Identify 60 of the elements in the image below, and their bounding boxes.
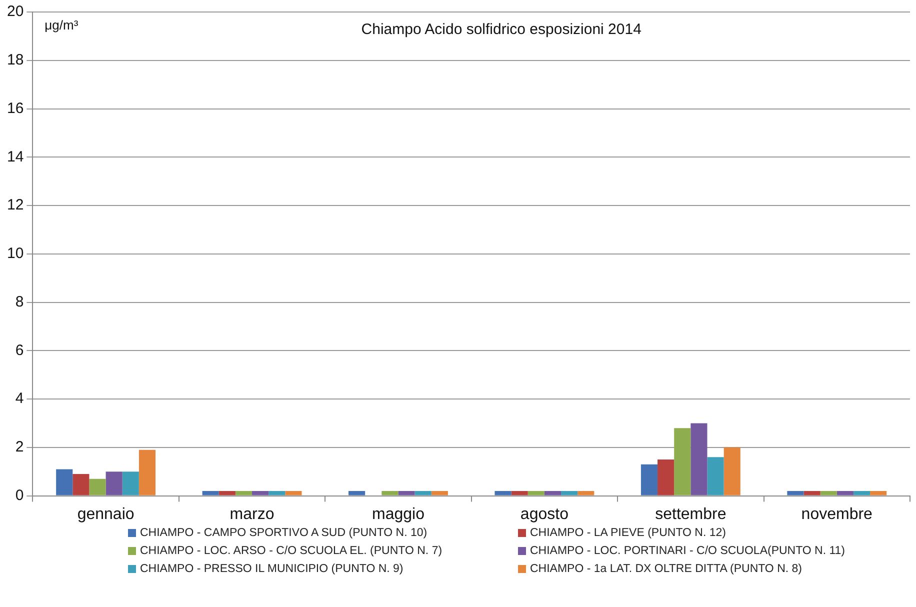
y-axis-title: μg/m³ [44, 18, 79, 33]
y-tick-label: 6 [15, 342, 24, 359]
bar [72, 474, 90, 496]
legend-label: CHIAMPO - LOC. PORTINARI - C/O SCUOLA(PUNTO N. 11) [530, 545, 846, 557]
y-tick-label: 20 [6, 3, 24, 20]
x-tick-label: novembre [801, 506, 873, 523]
y-tick-label: 10 [6, 245, 24, 262]
bar [787, 490, 804, 496]
legend-label: CHIAMPO - CAMPO SPORTIVO A SUD (PUNTO N. 10) [140, 527, 428, 539]
bar [218, 490, 236, 496]
bar [414, 490, 432, 496]
bar [398, 490, 415, 496]
bar [561, 490, 578, 496]
bar [235, 490, 252, 496]
x-tick-label: settembre [655, 506, 726, 523]
y-tick-label: 14 [6, 148, 24, 166]
bar [544, 490, 562, 496]
y-tick-label: 2 [15, 438, 24, 456]
x-tick-label: gennaio [77, 506, 134, 523]
bar [724, 447, 740, 496]
bar [640, 464, 658, 496]
legend-label: CHIAMPO - LOC. ARSO - C/O SCUOLA EL. (PUNTO N. 7) [140, 545, 442, 557]
y-tick-label: 16 [6, 100, 24, 117]
bar [820, 490, 837, 496]
bar [382, 490, 398, 496]
bar [707, 457, 724, 496]
bar [870, 490, 887, 496]
bar [348, 490, 366, 496]
legend-label: CHIAMPO - 1a LAT. DX OLTRE DITTA (PUNTO N. 8) [530, 563, 802, 575]
bar [268, 490, 286, 496]
bar [56, 469, 73, 496]
bar [674, 428, 691, 496]
y-tick-label: 12 [6, 196, 24, 214]
bar [690, 423, 708, 496]
bar [89, 478, 106, 496]
x-tick-label: agosto [520, 506, 569, 523]
bar [528, 490, 544, 496]
y-tick-label: 4 [15, 390, 24, 408]
y-tick-label: 0 [15, 486, 24, 504]
bar [511, 490, 528, 496]
y-tick-label: 8 [15, 293, 24, 310]
bar [431, 490, 448, 496]
bar [285, 490, 302, 496]
x-tick-label: maggio [372, 506, 425, 523]
bar [202, 490, 219, 496]
bar [494, 490, 512, 496]
bar [252, 490, 269, 496]
legend-label: CHIAMPO - PRESSO IL MUNICIPIO (PUNTO N. 9) [140, 563, 404, 575]
bar [578, 490, 594, 496]
bar [138, 450, 156, 496]
bar [853, 490, 870, 496]
bar [122, 472, 139, 496]
bar [106, 472, 122, 496]
legend-label: CHIAMPO - LA PIEVE (PUNTO N. 12) [530, 527, 726, 539]
text: Chiampo Acido solfidrico esposizioni 2014 [361, 21, 642, 38]
bar [836, 490, 854, 496]
x-tick-label: marzo [230, 506, 274, 523]
bar [658, 460, 674, 496]
bar [804, 490, 820, 496]
y-tick-label: 18 [6, 52, 24, 69]
